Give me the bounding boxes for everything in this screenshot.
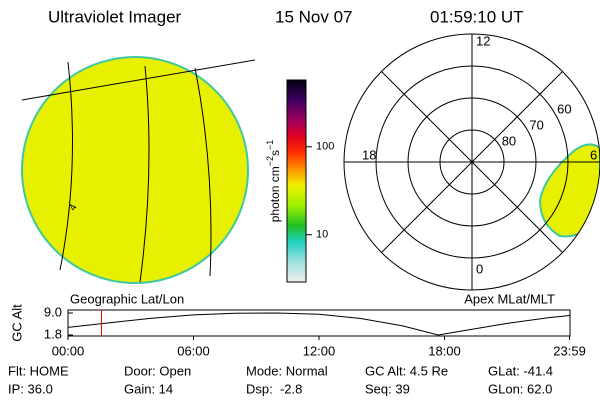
lat-label: 80 bbox=[502, 133, 516, 148]
mlt-label: 6 bbox=[590, 147, 597, 162]
lat-ring bbox=[407, 97, 537, 227]
y-tick-label: 1.8 bbox=[44, 326, 62, 341]
x-tick-label: 06:00 bbox=[177, 343, 210, 358]
status-field: GLat: -41.4 bbox=[488, 363, 553, 378]
status-field: Mode: Normal bbox=[246, 363, 328, 378]
unit: −2 bbox=[265, 156, 275, 166]
lat-ring bbox=[439, 129, 505, 195]
status-field: Dsp: -2.8 bbox=[246, 381, 302, 396]
lat-ring bbox=[375, 65, 569, 259]
y-tick-label: 9.0 bbox=[44, 304, 62, 319]
lat-label: 70 bbox=[529, 117, 543, 132]
altitude-line bbox=[67, 312, 571, 336]
colorbar-tick-label: 100 bbox=[316, 141, 334, 153]
colorbar-unit: photon cm−2s−1 bbox=[265, 140, 282, 223]
mlt-label: 12 bbox=[476, 33, 490, 48]
map-label: 4 bbox=[67, 202, 80, 213]
date: 15 Nov 07 bbox=[275, 7, 353, 26]
colorbar bbox=[286, 79, 307, 283]
unit: s bbox=[268, 150, 282, 156]
x-tick-label: 18:00 bbox=[428, 343, 461, 358]
status-field: Flt: HOME bbox=[8, 363, 69, 378]
lat-label: 60 bbox=[557, 101, 571, 116]
subtitle: Apex MLat/MLT bbox=[464, 291, 555, 306]
title: Ultraviolet Imager bbox=[48, 7, 182, 26]
status-field: GLon: 62.0 bbox=[488, 381, 552, 396]
time: 01:59:10 UT bbox=[430, 7, 524, 26]
x-tick-label: 00:00 bbox=[52, 343, 85, 358]
mlt-label: 18 bbox=[362, 147, 376, 162]
x-tick-label: 12:00 bbox=[303, 343, 336, 358]
mlt-label: 0 bbox=[476, 261, 483, 276]
status-field: GC Alt: 4.5 Re bbox=[365, 363, 448, 378]
unit: −1 bbox=[265, 140, 275, 150]
status-field: IP: 36.0 bbox=[8, 381, 53, 396]
x-tick-label: 23:59 bbox=[553, 343, 586, 358]
status-field: Door: Open bbox=[124, 363, 191, 378]
unit: photon cm bbox=[268, 166, 282, 222]
geo-map: 4 bbox=[21, 56, 256, 284]
subtitle: Geographic Lat/Lon bbox=[70, 291, 184, 306]
polar-map bbox=[343, 33, 600, 291]
y-axis-label: GC Alt bbox=[9, 304, 24, 342]
status-field: Gain: 14 bbox=[124, 381, 173, 396]
status-field: Seq: 39 bbox=[365, 381, 410, 396]
colorbar-tick-label: 10 bbox=[316, 229, 328, 241]
